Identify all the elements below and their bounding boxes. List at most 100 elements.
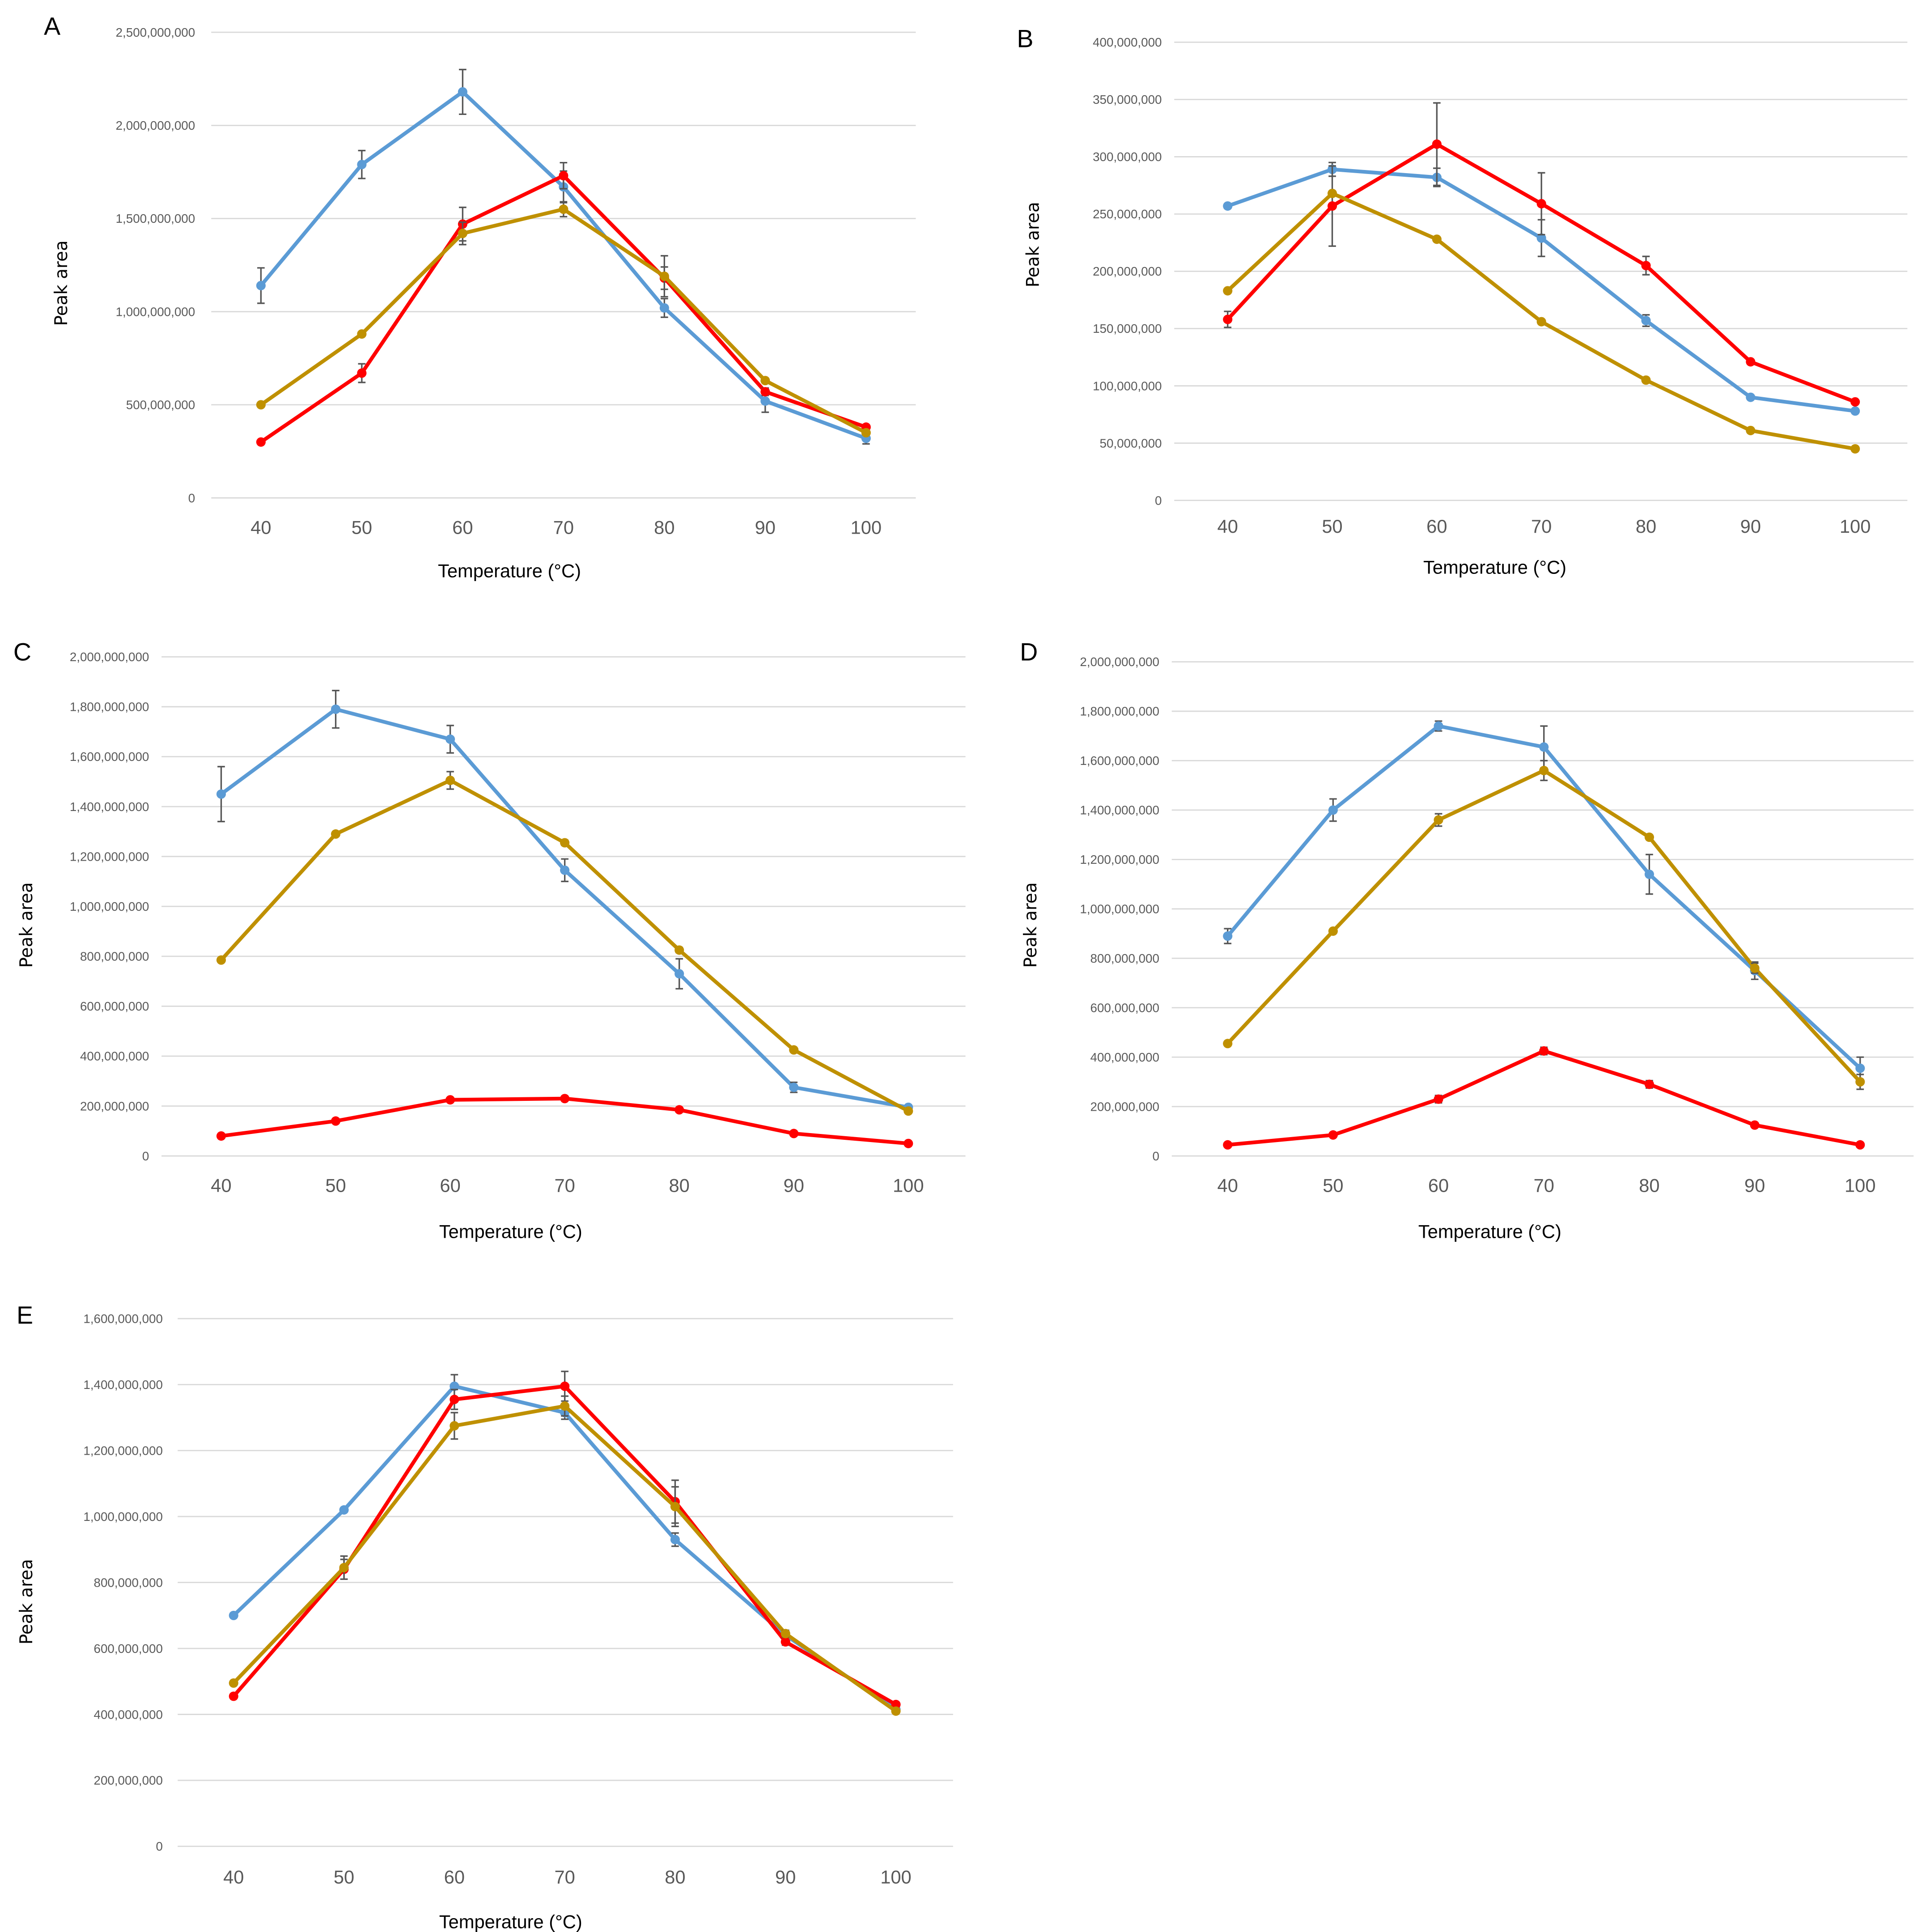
x-tick-label: 100	[1840, 516, 1871, 537]
y-tick-label: 0	[1152, 1149, 1159, 1163]
data-point	[1644, 1079, 1654, 1089]
x-tick-label: 40	[1218, 1175, 1238, 1196]
panel-b: B 0 50,000,000 100,000,000 150,000,000 200,00…	[1017, 25, 1908, 577]
x-tick-label: 80	[654, 517, 675, 538]
data-point	[256, 280, 266, 290]
data-point	[861, 428, 871, 437]
data-point	[1432, 234, 1442, 244]
y-tick-label: 1,400,000,000	[70, 800, 149, 814]
data-point	[216, 789, 226, 799]
data-point	[458, 87, 467, 97]
data-point	[560, 1094, 570, 1104]
y-tick-label: 2,000,000,000	[70, 650, 149, 664]
y-axis-title: Peak area	[51, 240, 72, 326]
x-tick-label: 80	[1636, 516, 1656, 537]
data-point	[1641, 261, 1651, 271]
x-tick-label: 50	[325, 1175, 346, 1196]
y-tick-label: 150,000,000	[1093, 322, 1162, 335]
data-point	[559, 204, 568, 214]
data-point	[659, 272, 669, 281]
x-tick-label: 40	[211, 1175, 231, 1196]
data-point	[789, 1045, 799, 1055]
series-line	[220, 707, 909, 1109]
series-gold	[1223, 760, 1865, 1090]
x-tick-label: 90	[755, 517, 776, 538]
x-tick-label: 50	[1323, 1175, 1343, 1196]
data-point	[331, 1116, 341, 1126]
panel-label: D	[1020, 638, 1038, 666]
data-point	[1434, 721, 1443, 731]
y-tick-label: 1,800,000,000	[70, 700, 149, 714]
panel-label: E	[17, 1301, 33, 1329]
y-tick-label: 0	[142, 1149, 149, 1163]
series-line	[1226, 769, 1862, 1083]
x-tick-label: 60	[452, 517, 473, 538]
x-tick-label: 60	[1428, 1175, 1449, 1196]
x-tick-label: 50	[334, 1867, 354, 1888]
series-line	[232, 1384, 897, 1711]
data-point	[216, 955, 226, 965]
data-point	[675, 945, 684, 955]
series-line	[220, 778, 909, 1113]
data-point	[357, 368, 367, 378]
data-point	[1434, 815, 1443, 825]
y-tick-label: 1,600,000,000	[1080, 754, 1159, 768]
series-blue	[229, 1374, 901, 1715]
y-tick-label: 400,000,000	[80, 1049, 149, 1063]
y-tick-label: 600,000,000	[94, 1642, 163, 1656]
series-gold	[256, 201, 871, 437]
series-blue	[216, 690, 913, 1112]
x-tick-label: 70	[1534, 1175, 1554, 1196]
panel-c: C 0 200,000,000 400,000,000 600,000,000 800,0…	[13, 638, 966, 1242]
panel-label: B	[1017, 25, 1033, 52]
x-tick-label: 40	[223, 1867, 244, 1888]
data-point	[1539, 742, 1549, 752]
y-tick-label: 400,000,000	[94, 1707, 163, 1721]
y-axis-title: Peak area	[17, 882, 37, 968]
data-point	[1855, 1077, 1865, 1087]
data-point	[229, 1691, 238, 1701]
x-tick-label: 40	[250, 517, 271, 538]
data-point	[1539, 765, 1549, 776]
data-point	[229, 1610, 238, 1620]
data-point	[1328, 805, 1338, 815]
x-tick-label: 70	[1531, 516, 1552, 537]
data-point	[904, 1138, 913, 1148]
data-point	[559, 171, 568, 181]
data-point	[659, 303, 669, 313]
series-line	[221, 1096, 909, 1146]
data-point	[1855, 1140, 1865, 1150]
y-tick-label: 1,600,000,000	[83, 1312, 163, 1326]
data-point	[1432, 139, 1442, 149]
data-point	[256, 400, 266, 410]
data-point	[1850, 444, 1860, 454]
y-tick-label: 400,000,000	[1090, 1050, 1159, 1064]
y-tick-label: 1,200,000,000	[83, 1444, 163, 1457]
y-tick-label: 200,000,000	[80, 1099, 149, 1113]
data-point	[1644, 869, 1654, 879]
data-point	[760, 387, 770, 397]
panel-label: C	[13, 638, 31, 666]
data-point	[1644, 832, 1654, 842]
data-point	[1746, 425, 1756, 435]
y-tick-label: 500,000,000	[126, 398, 195, 412]
data-point	[789, 1083, 799, 1092]
x-tick-label: 90	[784, 1175, 804, 1196]
x-tick-label: 100	[880, 1867, 912, 1888]
y-tick-label: 1,000,000,000	[70, 900, 149, 913]
data-point	[445, 1095, 455, 1105]
y-tick-label: 1,400,000,000	[83, 1378, 163, 1392]
series-gold	[1223, 188, 1860, 454]
x-tick-label: 80	[669, 1175, 690, 1196]
data-point	[781, 1637, 790, 1647]
y-tick-label: 1,800,000,000	[1080, 705, 1159, 718]
data-point	[357, 160, 367, 170]
data-point	[256, 437, 266, 447]
series-line	[232, 1404, 897, 1713]
x-axis-title: Temperature (°C)	[1423, 556, 1566, 577]
panel-a: A 0 500,000,000 1,000,000,000 1,500,000,000 2…	[44, 13, 916, 582]
x-tick-label: 70	[554, 1867, 575, 1888]
x-tick-label: 100	[1845, 1175, 1876, 1196]
data-point	[450, 1381, 459, 1391]
data-point	[1746, 357, 1756, 367]
